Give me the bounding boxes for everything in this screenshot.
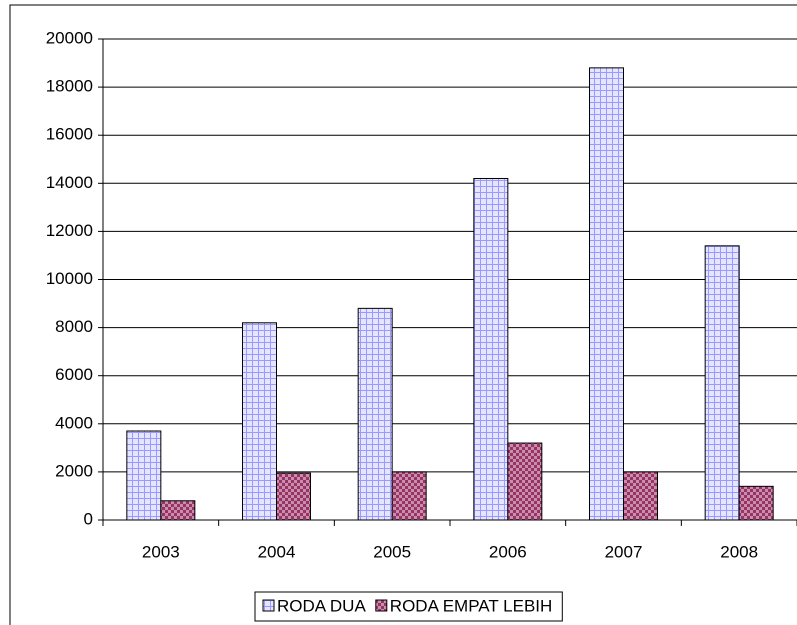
bar	[276, 472, 311, 521]
bar	[126, 430, 162, 521]
legend-label: RODA DUA	[277, 596, 366, 615]
bar	[589, 67, 624, 521]
bar	[242, 322, 277, 521]
x-tick-label: 2005	[373, 542, 411, 561]
y-tick-label: 8000	[55, 317, 93, 336]
y-tick-label: 20000	[46, 28, 93, 47]
y-tick-label: 18000	[46, 77, 93, 96]
bar	[738, 485, 774, 521]
y-tick-label: 12000	[46, 221, 93, 240]
y-tick-label: 0	[84, 509, 93, 528]
y-tick-label: 14000	[46, 173, 93, 192]
bar	[507, 442, 543, 521]
y-tick-label: 10000	[46, 269, 93, 288]
bar	[473, 177, 509, 521]
bar	[704, 245, 740, 521]
legend-label: RODA EMPAT LEBIH	[390, 596, 553, 615]
x-tick-label: 2007	[605, 542, 643, 561]
bar	[391, 471, 427, 521]
x-tick-label: 2008	[720, 542, 758, 561]
y-tick-label: 6000	[55, 365, 93, 384]
y-tick-label: 2000	[55, 461, 93, 480]
bar	[160, 500, 196, 521]
y-tick-label: 16000	[46, 125, 93, 144]
bar	[623, 471, 658, 521]
x-tick-label: 2003	[142, 542, 180, 561]
legend-swatch	[375, 599, 388, 612]
chart-frame	[9, 4, 797, 625]
bar	[357, 307, 393, 521]
legend-swatch	[262, 599, 275, 612]
x-tick-label: 2004	[258, 542, 296, 561]
x-tick-label: 2006	[489, 542, 527, 561]
y-tick-label: 4000	[55, 413, 93, 432]
legend-box	[254, 591, 563, 622]
